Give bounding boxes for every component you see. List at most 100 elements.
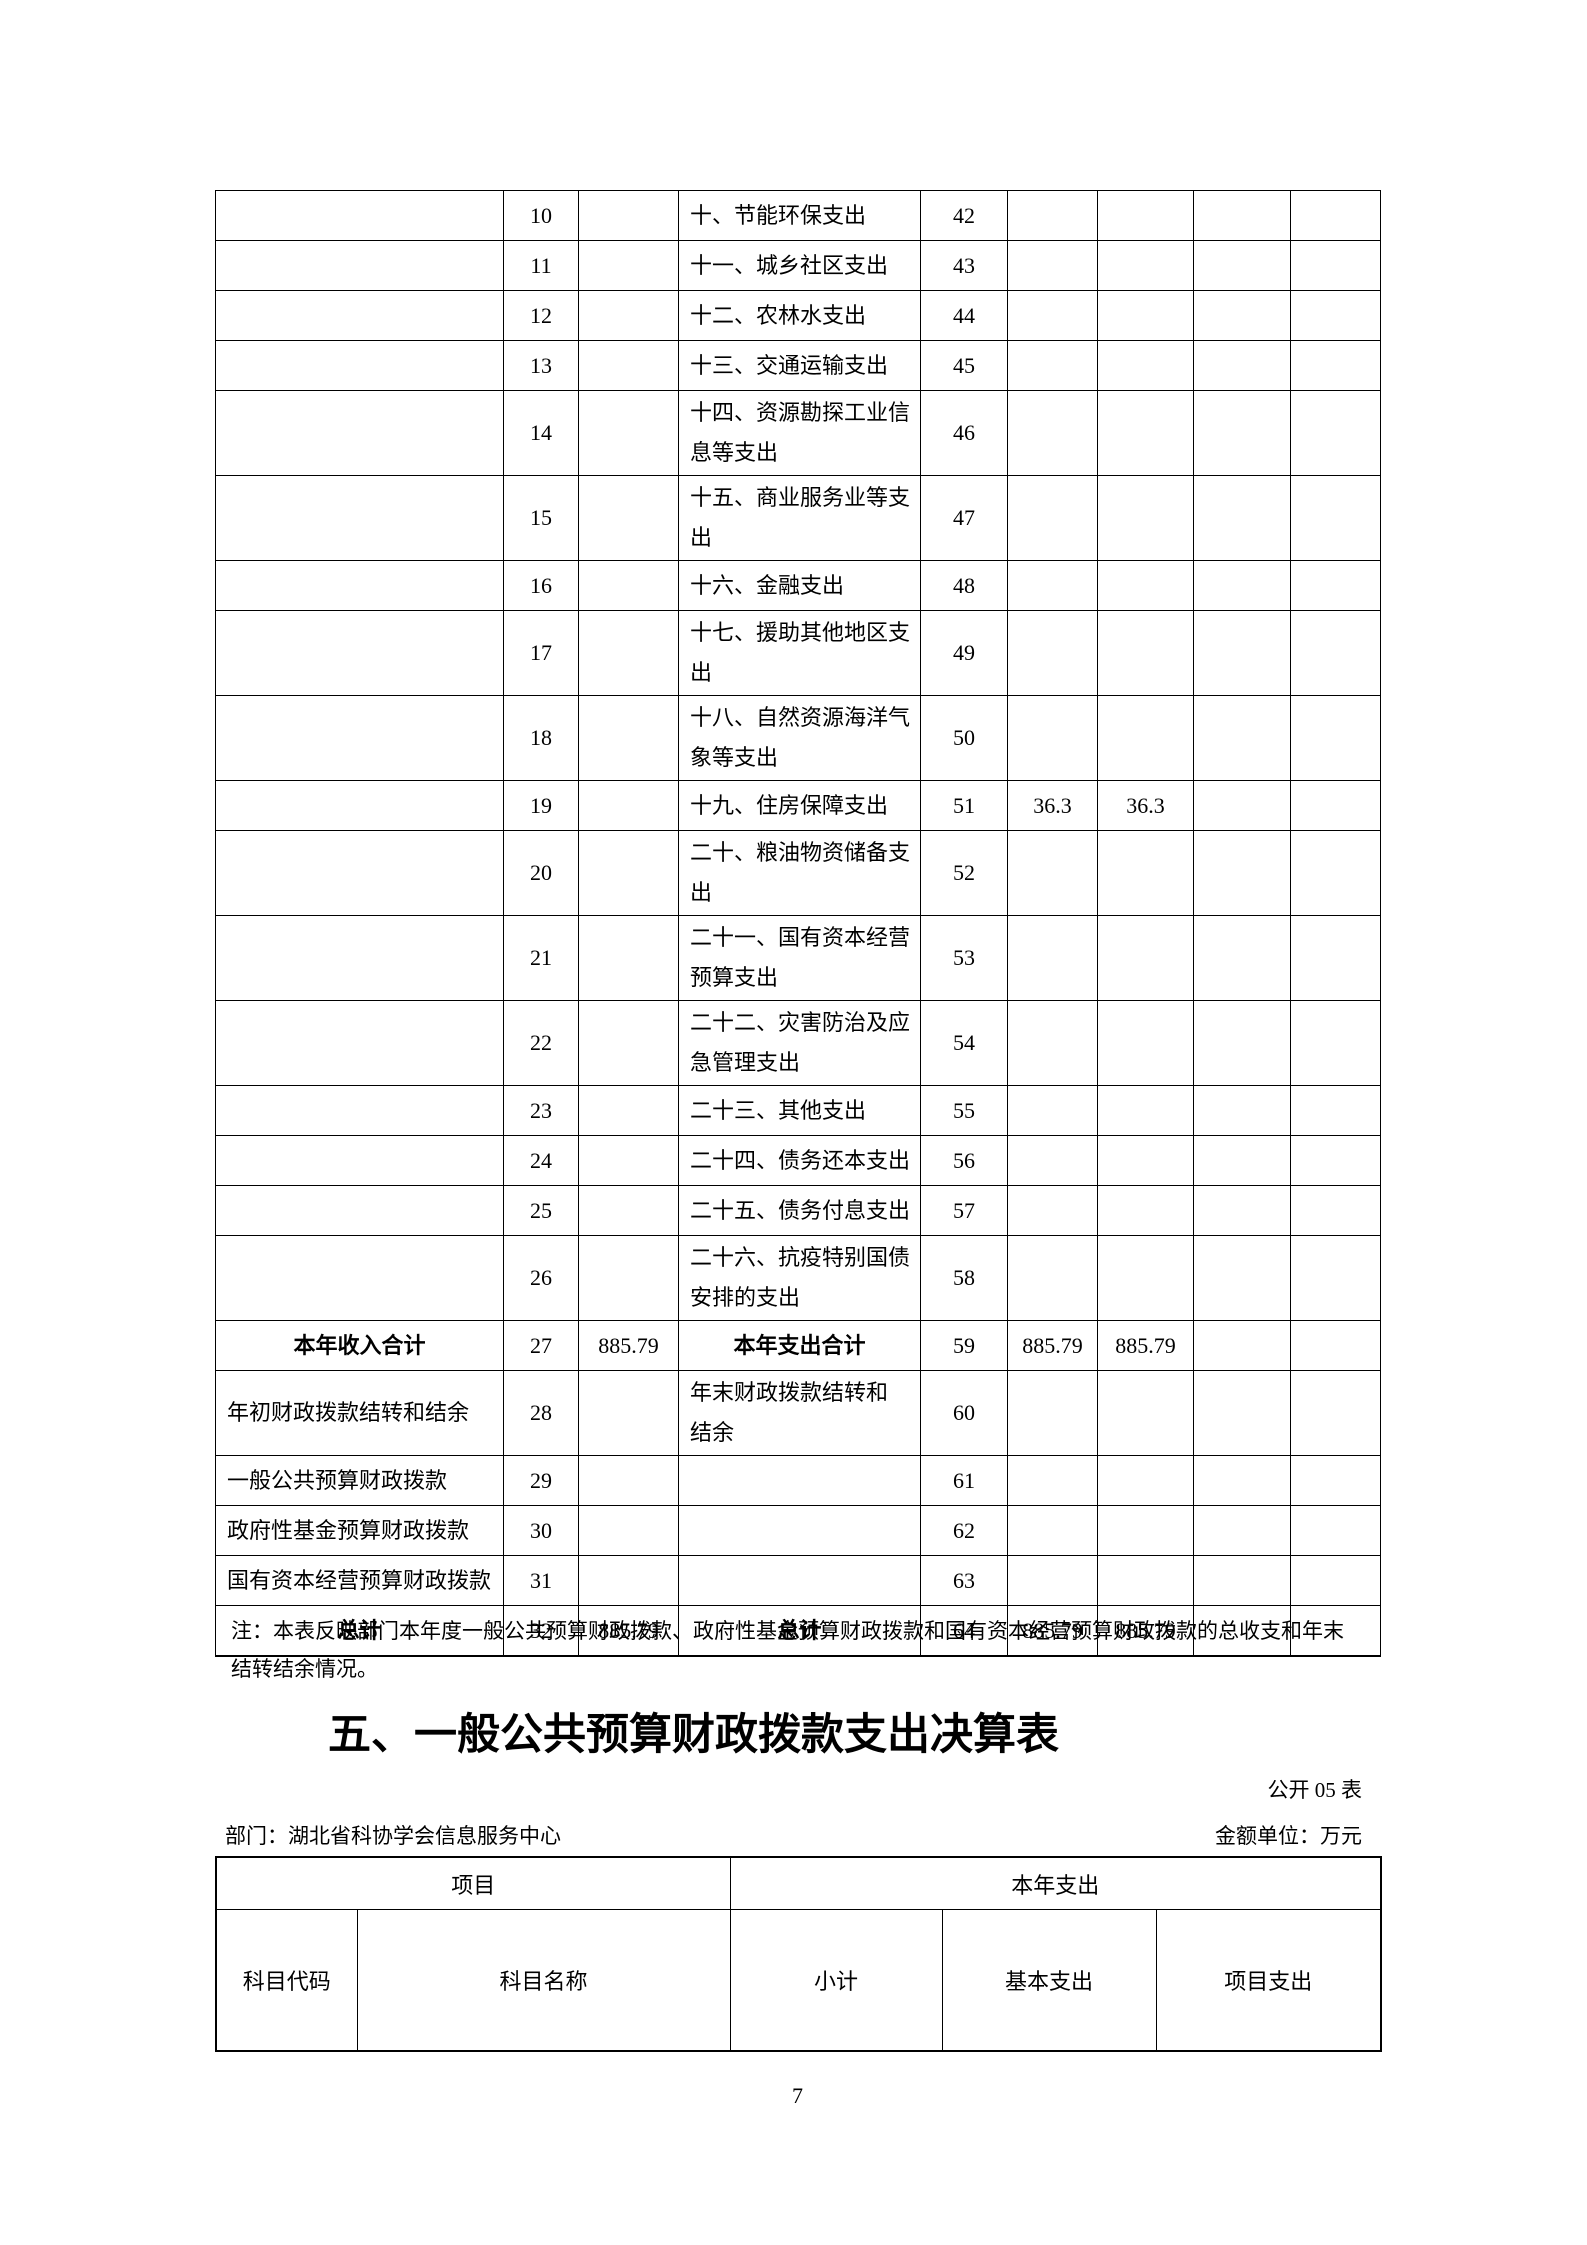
table1-cell-r13-c3: 二十三、其他支出	[678, 1085, 921, 1136]
table1-cell-r6-c5	[1007, 560, 1098, 611]
table1-cell-r10-c7	[1193, 830, 1291, 916]
table1-cell-r2-c7	[1193, 290, 1291, 341]
table1-cell-r14-c3: 二十四、债务还本支出	[678, 1135, 921, 1186]
table1-cell-r3-c0	[215, 340, 504, 391]
table1-cell-r1-c8	[1290, 240, 1381, 291]
table1-cell-r15-c7	[1193, 1185, 1291, 1236]
table1-cell-r20-c3	[678, 1505, 921, 1556]
table1-cell-r6-c2	[578, 560, 679, 611]
table-row: 25 二十五、债务付息支出 57	[215, 1185, 1381, 1236]
table1-cell-r13-c8	[1290, 1085, 1381, 1136]
table-note: 注：本表反映部门本年度一般公共预算财政拨款、政府性基金预算财政拨款和国有资本经营…	[231, 1612, 1381, 1688]
table1-cell-r14-c8	[1290, 1135, 1381, 1186]
table1-cell-r13-c4: 55	[920, 1085, 1008, 1136]
table1-cell-r4-c1: 14	[503, 390, 579, 476]
table1-cell-r15-c5	[1007, 1185, 1098, 1236]
table-row: 17 十七、援助其他地区支 出 49	[215, 610, 1381, 696]
table1-cell-r19-c6	[1097, 1455, 1194, 1506]
table1-cell-r6-c8	[1290, 560, 1381, 611]
table1-cell-r13-c7	[1193, 1085, 1291, 1136]
table1-cell-r10-c3: 二十、粮油物资储备支 出	[678, 830, 921, 916]
table1-cell-r2-c1: 12	[503, 290, 579, 341]
table1-cell-r9-c2	[578, 780, 679, 831]
table-row: 12 十二、农林水支出 44	[215, 290, 1381, 341]
table-row: 26 二十六、抗疫特别国债 安排的支出 58	[215, 1235, 1381, 1321]
table1-cell-r15-c6	[1097, 1185, 1194, 1236]
table1-cell-r14-c6	[1097, 1135, 1194, 1186]
table1-cell-r3-c7	[1193, 340, 1291, 391]
table1-cell-r12-c0	[215, 1000, 504, 1086]
table1-cell-r18-c1: 28	[503, 1370, 579, 1456]
table1-cell-r16-c7	[1193, 1235, 1291, 1321]
table1-cell-r17-c1: 27	[503, 1320, 579, 1371]
table1-cell-r11-c0	[215, 915, 504, 1001]
table1-cell-r10-c0	[215, 830, 504, 916]
table1-cell-r22-c8	[1290, 1605, 1381, 1657]
group-header-row: 项目 本年支出	[215, 1856, 1382, 1910]
table1-cell-r11-c1: 21	[503, 915, 579, 1001]
table1-cell-r0-c4: 42	[920, 190, 1008, 241]
table1-cell-r21-c8	[1290, 1555, 1381, 1606]
table1-cell-r7-c7	[1193, 610, 1291, 696]
table1-cell-r18-c6	[1097, 1370, 1194, 1456]
table1-cell-r11-c5	[1007, 915, 1098, 1001]
table1-cell-r22-c7	[1193, 1605, 1291, 1657]
table1-cell-r10-c4: 52	[920, 830, 1008, 916]
column-header-subtotal: 小计	[729, 1909, 943, 2052]
table1-cell-r18-c0: 年初财政拨款结转和结余	[215, 1370, 504, 1456]
table-row: 15 十五、商业服务业等支 出 47	[215, 475, 1381, 561]
table1-cell-r10-c8	[1290, 830, 1381, 916]
table-code-label: 公开 05 表	[1267, 1778, 1363, 1802]
table1-cell-r1-c6	[1097, 240, 1194, 291]
table1-cell-r18-c8	[1290, 1370, 1381, 1456]
income-expense-summary-table-body: 10 十、节能环保支出 42 11 十一、城乡社区支出 43 12 十二、农林水支出 44 13 十…	[215, 190, 1381, 1657]
table1-cell-r4-c8	[1290, 390, 1381, 476]
amount-unit-label: 金额单位：万元	[1215, 1824, 1362, 1848]
table1-cell-r2-c6	[1097, 290, 1194, 341]
column-header-basic-expense: 基本支出	[941, 1909, 1157, 2052]
table-row: 本年收入合计 27 885.79 本年支出合计 59 885.79 885.79	[215, 1320, 1381, 1371]
table1-cell-r1-c5	[1007, 240, 1098, 291]
table1-cell-r6-c0	[215, 560, 504, 611]
table1-cell-r6-c6	[1097, 560, 1194, 611]
table1-cell-r2-c5	[1007, 290, 1098, 341]
column-header-row: 科目代码 科目名称 小计 基本支出 项目支出	[215, 1909, 1382, 2052]
table1-cell-r14-c7	[1193, 1135, 1291, 1186]
table1-cell-r1-c1: 11	[503, 240, 579, 291]
table1-cell-r18-c4: 60	[920, 1370, 1008, 1456]
table1-cell-r22-c5: 885.79	[1007, 1605, 1098, 1657]
table1-cell-r19-c2	[578, 1455, 679, 1506]
table1-cell-r9-c5: 36.3	[1007, 780, 1098, 831]
table1-cell-r21-c1: 31	[503, 1555, 579, 1606]
table1-cell-r11-c3: 二十一、国有资本经营 预算支出	[678, 915, 921, 1001]
budget-expenditure-table: 项目 本年支出 科目代码 科目名称 小计 基本支出 项目支出	[215, 1856, 1383, 2052]
table-row: 18 十八、自然资源海洋气 象等支出 50	[215, 695, 1381, 781]
table1-cell-r20-c7	[1193, 1505, 1291, 1556]
table-row: 24 二十四、债务还本支出 56	[215, 1135, 1381, 1186]
table1-cell-r18-c3: 年末财政拨款结转和 结余	[678, 1370, 921, 1456]
table1-cell-r19-c4: 61	[920, 1455, 1008, 1506]
table1-cell-r15-c0	[215, 1185, 504, 1236]
table1-cell-r20-c6	[1097, 1505, 1194, 1556]
table-row: 23 二十三、其他支出 55	[215, 1085, 1381, 1136]
table1-cell-r8-c6	[1097, 695, 1194, 781]
table1-cell-r7-c6	[1097, 610, 1194, 696]
table1-cell-r18-c2	[578, 1370, 679, 1456]
table1-cell-r2-c3: 十二、农林水支出	[678, 290, 921, 341]
table-row: 20 二十、粮油物资储备支 出 52	[215, 830, 1381, 916]
department-label: 部门：湖北省科协学会信息服务中心	[225, 1824, 561, 1848]
table1-cell-r21-c7	[1193, 1555, 1291, 1606]
table1-cell-r20-c0: 政府性基金预算财政拨款	[215, 1505, 504, 1556]
table-row: 14 十四、资源勘探工业信 息等支出 46	[215, 390, 1381, 476]
table1-cell-r14-c1: 24	[503, 1135, 579, 1186]
table1-cell-r4-c4: 46	[920, 390, 1008, 476]
table1-cell-r5-c7	[1193, 475, 1291, 561]
table1-cell-r17-c3: 本年支出合计	[678, 1320, 921, 1371]
table1-cell-r12-c6	[1097, 1000, 1194, 1086]
column-header-subject-code: 科目代码	[215, 1909, 358, 2052]
table-note-line1: 注：本表反映部门本年度一般公共预算财政拨款、政府性基金预算财政拨款和国有资本经营…	[231, 1619, 1344, 1643]
column-header-project-expense: 项目支出	[1155, 1909, 1382, 2052]
table1-cell-r21-c4: 63	[920, 1555, 1008, 1606]
table1-cell-r5-c8	[1290, 475, 1381, 561]
